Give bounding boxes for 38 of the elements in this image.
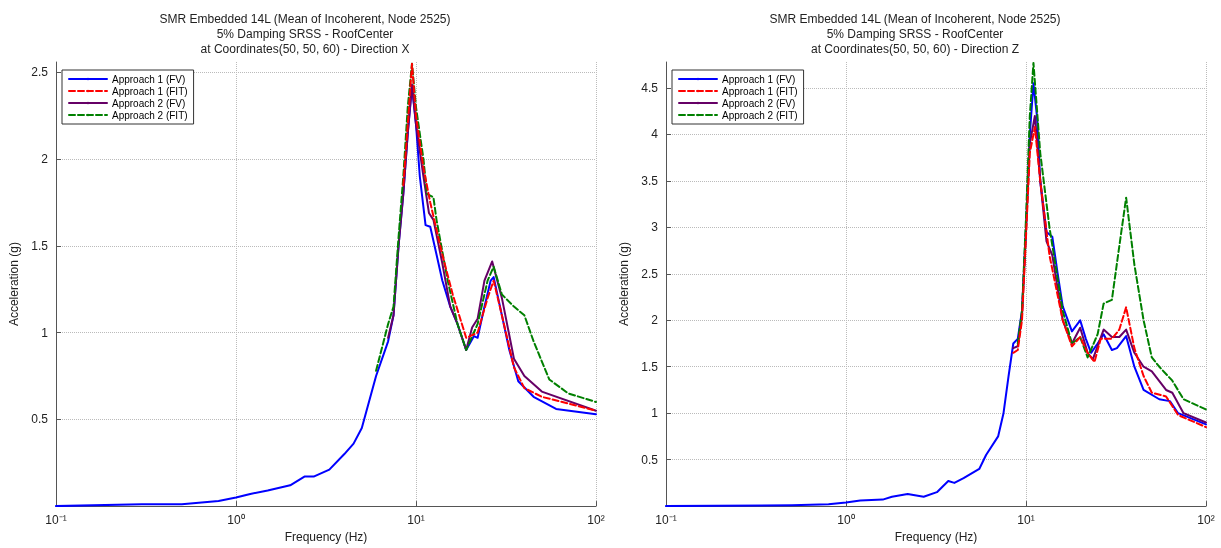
x-axis-title: Frequency (Hz) [284, 530, 368, 544]
x-tick-label: 10² [1197, 513, 1215, 528]
y-tick-label: 1.5 [31, 238, 49, 253]
y-axis-title: Acceleration (g) [7, 242, 21, 327]
legend-label: Approach 1 (FV) [722, 73, 796, 85]
chart-subtitle: 5% Damping SRSS - RoofCenter at Coordinates(50, 50, 60) - Direction Z [810, 26, 1020, 56]
y-axis-title: Acceleration (g) [617, 242, 631, 327]
y-tick-label: 1 [41, 325, 49, 340]
x-tick-label: 10⁰ [227, 513, 245, 528]
x-axis-title: Frequency (Hz) [894, 530, 978, 544]
x-tick-label: 10¹ [1017, 513, 1035, 528]
x-tick-label: 10⁰ [837, 513, 855, 528]
chart-title: SMR Embedded 14L (Mean of Incoherent, Node 2525) [769, 11, 1061, 26]
y-tick-label: 2.5 [31, 65, 49, 80]
y-tick-label: 3 [651, 220, 659, 235]
y-tick-label: 0.5 [31, 412, 49, 427]
x-tick-label: 10⁻¹ [655, 513, 677, 528]
y-tick-label: 1 [651, 406, 659, 421]
y-tick-label: 4 [651, 127, 659, 142]
y-tick-label: 0.5 [641, 452, 659, 467]
y-tick-label: 4.5 [641, 81, 659, 96]
y-tick-label: 2 [41, 152, 49, 167]
chart-subtitle: 5% Damping SRSS - RoofCenter at Coordinates(50, 50, 60) - Direction X [200, 26, 410, 56]
y-tick-label: 2 [651, 313, 659, 328]
legend-label: Approach 1 (FV) [112, 73, 186, 85]
legend-label: Approach 1 (FIT) [112, 85, 188, 97]
y-tick-label: 2.5 [641, 266, 659, 281]
x-tick-label: 10¹ [407, 513, 425, 528]
y-tick-label: 3.5 [641, 173, 659, 188]
x-tick-label: 10² [587, 513, 605, 528]
legend-label: Approach 2 (FV) [722, 97, 796, 109]
legend-label: Approach 2 (FIT) [112, 109, 188, 121]
legend-label: Approach 1 (FIT) [722, 85, 798, 97]
legend-label: Approach 2 (FV) [112, 97, 186, 109]
x-tick-label: 10⁻¹ [45, 513, 67, 528]
chart-title: SMR Embedded 14L (Mean of Incoherent, Node 2525) [159, 11, 451, 26]
legend-label: Approach 2 (FIT) [722, 109, 798, 121]
y-tick-label: 1.5 [641, 359, 659, 374]
